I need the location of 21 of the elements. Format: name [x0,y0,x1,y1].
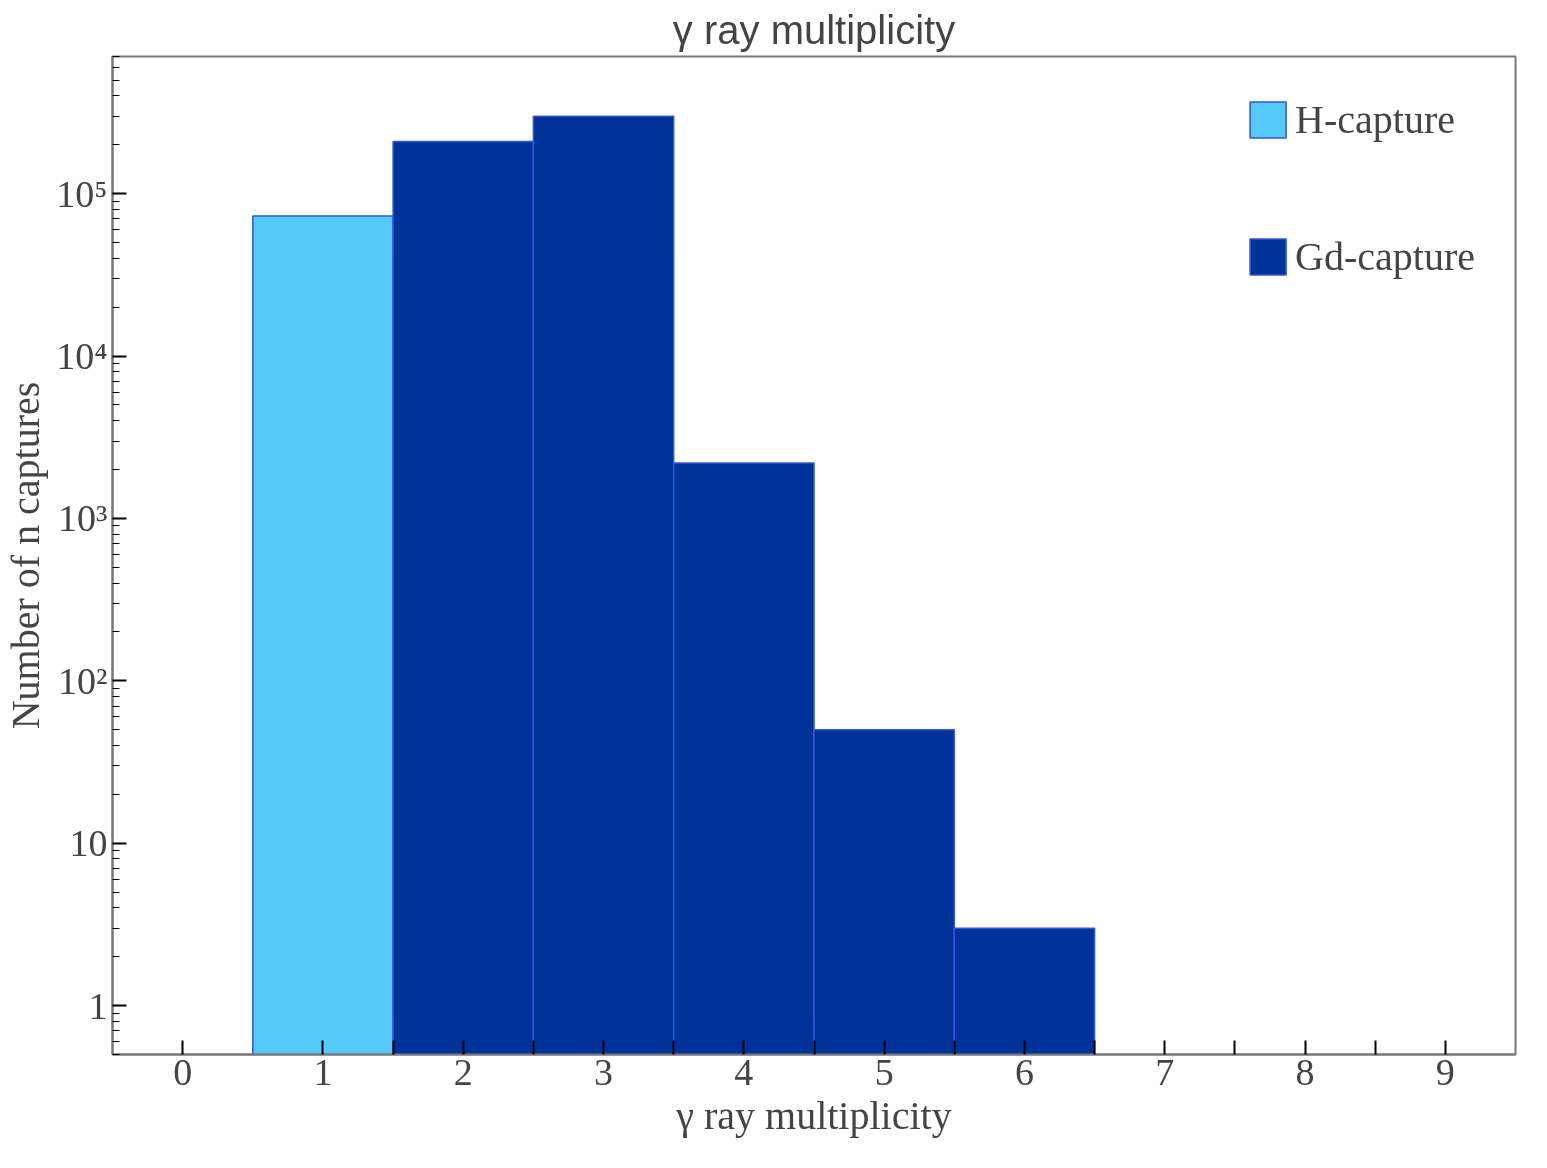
x-tick-label: 6 [1014,1050,1034,1093]
x-tick-label: 0 [173,1050,193,1093]
legend-label: H-capture [1295,96,1455,143]
y-tick-label: 10⁵ [56,172,108,215]
x-tick-label: 3 [594,1050,614,1093]
y-tick-label: 10³ [58,497,108,540]
x-tick-label: 2 [453,1050,473,1093]
x-tick-label: 9 [1435,1050,1455,1093]
x-axis-title: γ ray multiplicity [675,1092,952,1138]
y-tick-label: 1 [88,984,108,1027]
legend-label: Gd-capture [1295,233,1475,280]
chart-title: γ ray multiplicity [672,7,956,52]
x-tick-label: 5 [874,1050,894,1093]
x-tick-label: 1 [313,1050,333,1093]
y-tick-label: 10 [69,822,108,865]
x-tick-label: 4 [734,1050,754,1093]
y-tick-label: 10² [58,659,108,702]
y-axis-title: Number of n captures [3,381,49,730]
y-tick-label: 10⁴ [56,335,108,378]
x-tick-label: 8 [1295,1050,1315,1093]
x-tick-label: 7 [1155,1050,1175,1093]
